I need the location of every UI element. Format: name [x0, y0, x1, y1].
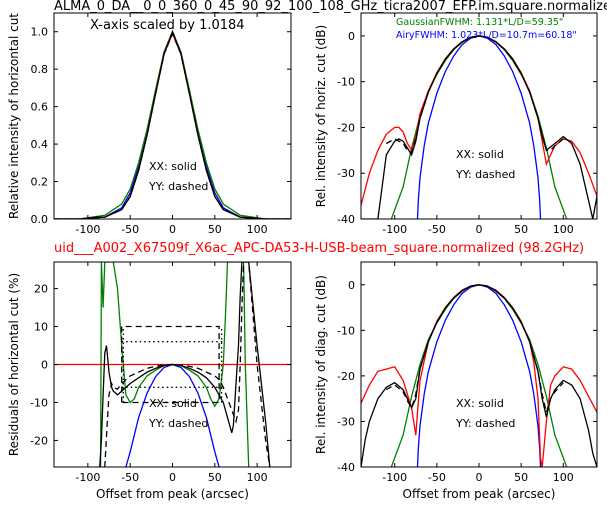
- series-group: [54, 262, 291, 467]
- x-tick-label: -50: [428, 471, 446, 484]
- linestyle-legend-entry: YY: dashed: [148, 180, 208, 193]
- x-tick-label: -50: [121, 223, 139, 236]
- y-tick-label: -10: [30, 396, 48, 409]
- series-line-4: [385, 284, 564, 415]
- series-line-0: [125, 363, 220, 467]
- series-line-4: [385, 35, 564, 154]
- series-line-0: [416, 284, 542, 467]
- series-line-2: [361, 284, 597, 467]
- y-tick-label: 0: [348, 30, 355, 43]
- plot-frame: [360, 12, 598, 220]
- y-tick-label: 0.2: [31, 176, 49, 189]
- series-line-3: [361, 284, 597, 467]
- linestyle-legend-entry: YY: dashed: [455, 417, 515, 430]
- fwhm-legend-entry: AiryFWHM: 1.023*L/D=10.7m=60.18": [396, 30, 577, 41]
- scale-annotation: X-axis scaled by 1.0184: [90, 18, 245, 33]
- x-tick-label: 0: [169, 471, 176, 484]
- x-tick-label: -50: [428, 223, 446, 236]
- series-line-5: [121, 325, 220, 404]
- plot-frame: [360, 261, 598, 468]
- x-axis-label: Offset from peak (arcsec): [96, 487, 249, 501]
- y-tick-label: -10: [337, 324, 355, 337]
- y-axis-label: Rel. intensity of diag. cut (dB): [314, 275, 328, 454]
- chart-panels: -100 -50 0 50 1000.00.20.40.60.81.0Relative …: [7, 12, 598, 501]
- y-tick-label: 20: [34, 283, 48, 296]
- y-tick-label: -20: [337, 121, 355, 134]
- series-group: [54, 29, 291, 219]
- linestyle-legend-entry: XX: solid: [456, 148, 504, 161]
- y-tick-label: -30: [337, 167, 355, 180]
- panel-top-left: -100 -50 0 50 100 0.0 0.2 0.4 0.6 0.8 1.0 Relative …: [7, 12, 292, 236]
- series-line-0: [416, 35, 542, 219]
- y-tick-label: -10: [337, 76, 355, 89]
- figure-subtitle: uid___A002_X67509f_X6ac_APC-DA53-H-USB-b…: [54, 241, 584, 256]
- x-tick-label: 50: [208, 471, 222, 484]
- y-tick-label: 1.0: [31, 26, 49, 39]
- x-tick-label: 100: [553, 223, 574, 236]
- x-tick-label: 0: [476, 223, 483, 236]
- x-tick-label: 100: [247, 471, 268, 484]
- linestyle-legend-entry: YY: dashed: [148, 417, 208, 430]
- y-tick-label: 0: [348, 279, 355, 292]
- y-axis-label: Residuals of horizontal cut (%): [7, 273, 21, 456]
- x-tick-label: 0: [476, 471, 483, 484]
- x-axis-label: Offset from peak (arcsec): [403, 487, 556, 501]
- linestyle-legend-entry: XX: solid: [456, 397, 504, 410]
- series-line-1: [390, 284, 568, 467]
- y-tick-label: 0: [41, 359, 48, 372]
- series-line-4: [104, 262, 271, 467]
- y-tick-label: -30: [337, 415, 355, 428]
- linestyle-legend-entry: XX: solid: [149, 160, 197, 173]
- y-tick-label: -20: [30, 434, 48, 447]
- x-tick-label: -100: [75, 471, 100, 484]
- y-tick-label: 0.0: [31, 213, 49, 226]
- y-tick-label: 0.6: [31, 101, 49, 114]
- y-tick-label: -20: [337, 370, 355, 383]
- series-group: [361, 35, 597, 219]
- y-tick-label: -40: [337, 461, 355, 474]
- x-tick-label: 100: [247, 223, 268, 236]
- x-tick-label: 50: [514, 223, 528, 236]
- y-tick-label: 0.8: [31, 63, 49, 76]
- series-line-4: [54, 31, 291, 219]
- x-tick-label: 0: [169, 223, 176, 236]
- y-tick-label: 0.4: [31, 138, 49, 151]
- x-tick-label: -100: [382, 223, 407, 236]
- x-tick-label: -50: [121, 471, 139, 484]
- x-tick-label: -100: [75, 223, 100, 236]
- fwhm-legend-entry: GaussianFWHM: 1.131*L/D=59.35": [396, 17, 563, 28]
- y-axis-label: Relative intensity of horizontal cut: [7, 13, 21, 219]
- y-tick-label: 10: [34, 321, 48, 334]
- linestyle-legend-entry: YY: dashed: [455, 168, 515, 181]
- series-group: [361, 284, 597, 467]
- y-tick-label: -40: [337, 213, 355, 226]
- x-tick-label: 50: [208, 223, 222, 236]
- x-tick-label: -100: [382, 471, 407, 484]
- linestyle-legend-entry: XX: solid: [149, 397, 197, 410]
- x-tick-label: 100: [553, 471, 574, 484]
- figure-title: ALMA_0_DA__0_0_360_0_45_90_92_100_108_GH…: [54, 0, 607, 14]
- y-axis-label: Rel. intensity of horiz. cut (dB): [314, 25, 328, 207]
- x-tick-label: 50: [514, 471, 528, 484]
